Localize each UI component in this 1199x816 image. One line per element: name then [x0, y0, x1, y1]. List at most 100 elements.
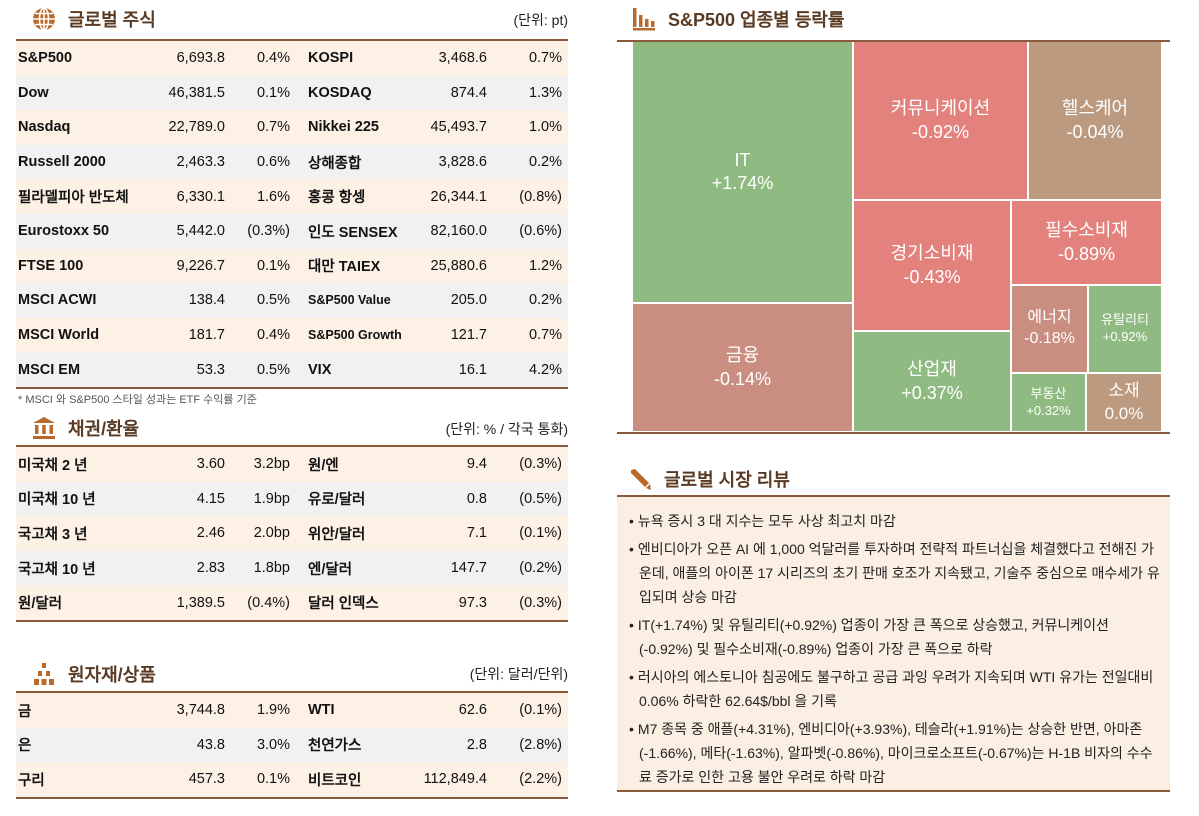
commodities-table: 금 3,744.8 1.9% WTI 62.6 (0.1%) 은 43.8 3.0% 천연가스 2.… [16, 691, 568, 799]
section-title-bonds: 채권/환율 [32, 415, 139, 441]
bonds-table: 미국채 2 년 3.60 3.2bp 원/엔 9.4 (0.3%) 미국채 10 년 4.15… [16, 445, 568, 622]
name-cell: S&P500 [18, 50, 73, 67]
treemap-cell: 에너지 -0.18% [1012, 286, 1087, 372]
name-cell: 유로/달러 [308, 492, 366, 509]
footnote: * MSCI 와 S&P500 스타일 성과는 ETF 수익률 기준 [18, 394, 257, 406]
table-row: Eurostoxx 50 5,442.0 (0.3%) 인도 SENSEX 82,160… [16, 213, 568, 249]
change-cell: 0.5% [256, 361, 290, 378]
section-title-text: 채권/환율 [68, 419, 140, 439]
treemap-cell: 금융 -0.14% [633, 304, 852, 431]
change-cell: 0.7% [528, 50, 562, 67]
change-cell: 0.7% [528, 327, 562, 344]
section-title-treemap: S&P500 업종별 등락률 [632, 6, 844, 32]
change-cell: 3.0% [256, 736, 290, 753]
pencil-icon [631, 469, 651, 490]
treemap-cell: 경기소비재 -0.43% [854, 201, 1010, 330]
name-cell: MSCI ACWI [18, 292, 97, 309]
sector-name: 헬스케어 [1061, 98, 1129, 119]
change-cell: (0.1%) [519, 702, 562, 719]
change-cell: 0.1% [256, 771, 290, 788]
change-cell: 1.2% [528, 257, 562, 274]
name-cell: VIX [308, 361, 332, 378]
value-cell: 43.8 [196, 736, 225, 753]
table-row: 원/달러 1,389.5 (0.4%) 달러 인덱스 97.3 (0.3%) [16, 585, 568, 620]
value-cell: 2.83 [196, 560, 225, 577]
bank-icon [33, 417, 55, 439]
change-cell: 0.4% [256, 327, 290, 344]
unit-label: (단위: % / 각국 통화) [445, 421, 568, 437]
table-row: FTSE 100 9,226.7 0.1% 대만 TAIEX 25,880.6 1.2% [16, 248, 568, 284]
change-cell: 4.2% [528, 361, 562, 378]
change-cell: (2.8%) [519, 736, 562, 753]
name-cell: 미국채 2 년 [18, 457, 88, 474]
value-cell: 3,468.6 [438, 50, 487, 67]
value-cell: 9,226.7 [176, 257, 225, 274]
unit-label: (단위: pt) [513, 12, 568, 28]
value-cell: 5,442.0 [176, 223, 225, 240]
name-cell: 상해종합 [308, 155, 362, 172]
value-cell: 3,744.8 [176, 702, 225, 719]
name-cell: Russell 2000 [18, 154, 106, 171]
value-cell: 4.15 [196, 490, 225, 507]
gold-bars-icon [34, 663, 54, 685]
value-cell: 26,344.1 [430, 188, 487, 205]
treemap-cell: 커뮤니케이션 -0.92% [854, 42, 1027, 199]
section-title-text: 원자재/상품 [68, 665, 156, 685]
change-cell: 0.2% [528, 292, 562, 309]
value-cell: 1,389.5 [176, 594, 225, 611]
sector-name: 금융 [725, 345, 760, 366]
sector-change: -0.18% [1024, 330, 1075, 347]
name-cell: 필라델피아 반도체 [18, 190, 129, 207]
value-cell: 6,330.1 [176, 188, 225, 205]
name-cell: S&P500 Growth [308, 328, 402, 343]
value-cell: 53.3 [196, 361, 225, 378]
value-cell: 97.3 [458, 594, 487, 611]
change-cell: 0.6% [256, 154, 290, 171]
table-row: 국고채 10 년 2.83 1.8bp 엔/달러 147.7 (0.2%) [16, 550, 568, 586]
value-cell: 25,880.6 [430, 257, 487, 274]
treemap-cell: 헬스케어 -0.04% [1029, 42, 1161, 199]
sector-name: 에너지 [1027, 309, 1072, 327]
name-cell: MSCI EM [18, 361, 81, 378]
value-cell: 7.1 [466, 525, 487, 542]
name-cell: KOSPI [308, 50, 354, 67]
change-cell: (0.8%) [519, 188, 562, 205]
value-cell: 3.60 [196, 456, 225, 473]
value-cell: 46,381.5 [168, 84, 225, 101]
globe-icon [33, 7, 55, 31]
change-cell: (0.3%) [519, 594, 562, 611]
change-cell: 2.0bp [253, 525, 290, 542]
divider [617, 432, 1170, 434]
sector-name: IT [734, 149, 751, 170]
value-cell: 0.8 [466, 490, 487, 507]
change-cell: (0.4%) [247, 594, 290, 611]
value-cell: 181.7 [188, 327, 225, 344]
value-cell: 6,693.8 [176, 50, 225, 67]
table-row: 은 43.8 3.0% 천연가스 2.8 (2.8%) [16, 727, 568, 763]
change-cell: 0.5% [256, 292, 290, 309]
section-title-equities: 글로벌 주식 [32, 6, 156, 32]
table-row: MSCI World 181.7 0.4% S&P500 Growth 121.7 0.7… [16, 317, 568, 353]
value-cell: 62.6 [458, 702, 487, 719]
change-cell: (0.2%) [519, 560, 562, 577]
value-cell: 3,828.6 [438, 154, 487, 171]
name-cell: WTI [308, 702, 335, 719]
change-cell: (0.1%) [519, 525, 562, 542]
change-cell: (0.5%) [519, 490, 562, 507]
value-cell: 874.4 [450, 84, 487, 101]
section-title-text: 글로벌 주식 [68, 10, 156, 30]
name-cell: 국고채 3 년 [18, 526, 88, 543]
equities-table: S&P500 6,693.8 0.4% KOSPI 3,468.6 0.7% Dow 46,3… [16, 39, 568, 389]
value-cell: 82,160.0 [430, 223, 487, 240]
name-cell: KOSDAQ [308, 84, 372, 101]
sector-change: +0.37% [901, 382, 963, 403]
table-row: 미국채 2 년 3.60 3.2bp 원/엔 9.4 (0.3%) [16, 447, 568, 482]
name-cell: MSCI World [18, 327, 100, 344]
name-cell: Nasdaq [18, 119, 71, 136]
table-row: MSCI EM 53.3 0.5% VIX 16.1 4.2% [16, 352, 568, 387]
table-row: Dow 46,381.5 0.1% KOSDAQ 874.4 1.3% [16, 75, 568, 111]
treemap-cell: IT +1.74% [633, 42, 852, 302]
sector-change: -0.14% [713, 368, 772, 389]
change-cell: 3.2bp [253, 456, 290, 473]
change-cell: (0.3%) [519, 456, 562, 473]
